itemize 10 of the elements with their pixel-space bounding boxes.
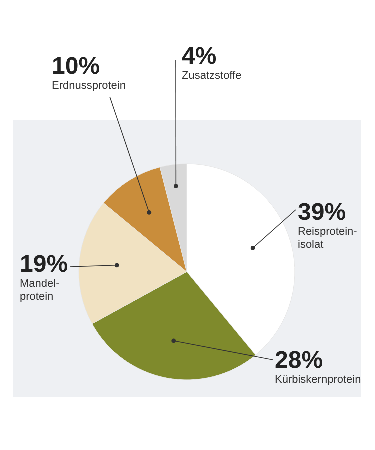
slice-label: Kürbiskernprotein bbox=[275, 374, 362, 386]
data-label: 28% bbox=[275, 347, 324, 374]
slice-label: Zusatzstoffe bbox=[182, 70, 242, 82]
slice-label: Erdnussprotein bbox=[52, 80, 126, 92]
data-label: 39% bbox=[298, 199, 346, 226]
data-label: 4% bbox=[182, 43, 217, 70]
data-label: 10% bbox=[52, 53, 100, 80]
slice-label: Mandel-protein bbox=[20, 278, 60, 303]
slice-label: Reisprotein-isolat bbox=[298, 226, 358, 251]
data-label: 19% bbox=[20, 251, 68, 278]
